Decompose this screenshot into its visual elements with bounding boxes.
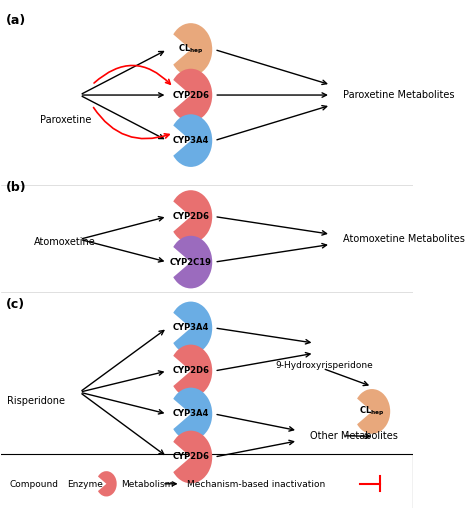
Wedge shape	[173, 69, 212, 121]
Text: CYP3A4: CYP3A4	[173, 409, 209, 418]
Text: $\mathbf{CL_{hep}}$: $\mathbf{CL_{hep}}$	[178, 43, 204, 56]
Wedge shape	[173, 388, 212, 440]
Text: CYP2D6: CYP2D6	[173, 366, 210, 376]
Text: Paroxetine: Paroxetine	[39, 116, 91, 125]
Wedge shape	[173, 431, 212, 484]
Text: (b): (b)	[6, 181, 26, 194]
Wedge shape	[173, 115, 212, 167]
Wedge shape	[173, 23, 212, 76]
Text: CYP3A4: CYP3A4	[173, 323, 209, 332]
Wedge shape	[173, 301, 212, 354]
Text: CYP2C19: CYP2C19	[170, 258, 212, 267]
Text: Compound: Compound	[9, 480, 59, 489]
Wedge shape	[357, 389, 390, 434]
Wedge shape	[173, 190, 212, 243]
Text: Mechanism-based inactivation: Mechanism-based inactivation	[187, 480, 325, 489]
Wedge shape	[173, 236, 212, 289]
Text: Other Metabolites: Other Metabolites	[310, 431, 398, 441]
Text: CYP2D6: CYP2D6	[173, 212, 210, 221]
Text: Enzyme: Enzyme	[67, 480, 103, 489]
Text: Atomoxetine Metabolites: Atomoxetine Metabolites	[343, 234, 465, 244]
Text: CYP2D6: CYP2D6	[173, 91, 210, 100]
Text: CYP3A4: CYP3A4	[173, 136, 209, 145]
Text: CYP2D6: CYP2D6	[173, 453, 210, 462]
Wedge shape	[173, 345, 212, 397]
Text: Paroxetine Metabolites: Paroxetine Metabolites	[343, 90, 455, 100]
Text: (a): (a)	[6, 14, 26, 27]
Wedge shape	[98, 471, 117, 496]
Text: (c): (c)	[6, 298, 25, 310]
Text: Atomoxetine: Atomoxetine	[34, 237, 96, 247]
Text: 9-Hydroxyrisperidone: 9-Hydroxyrisperidone	[276, 361, 374, 370]
Text: $\mathbf{CL_{hep}}$: $\mathbf{CL_{hep}}$	[359, 405, 385, 418]
Text: Metabolism: Metabolism	[121, 480, 173, 489]
Text: Risperidone: Risperidone	[8, 396, 65, 406]
FancyBboxPatch shape	[0, 455, 413, 509]
